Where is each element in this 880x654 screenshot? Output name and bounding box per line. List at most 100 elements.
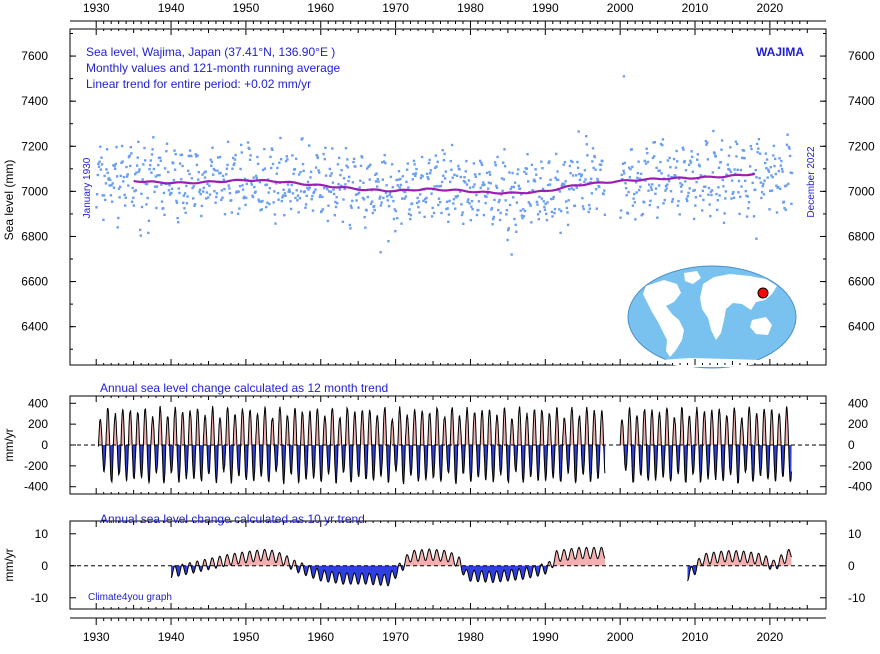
monthly-point: [273, 213, 277, 216]
x-tick-label-bottom: 1930: [83, 630, 110, 644]
monthly-point: [138, 168, 141, 171]
monthly-point: [340, 169, 343, 172]
monthly-point: [517, 168, 520, 171]
monthly-point: [383, 153, 386, 157]
monthly-point: [537, 218, 540, 221]
monthly-point: [624, 187, 628, 190]
monthly-point: [440, 211, 443, 215]
monthly-point: [374, 180, 378, 183]
monthly-point: [401, 197, 404, 200]
monthly-point: [158, 173, 161, 177]
monthly-point: [459, 175, 462, 179]
monthly-point: [131, 186, 134, 190]
monthly-point: [318, 195, 321, 199]
y-tick-label-left: 6400: [21, 320, 48, 334]
monthly-point: [494, 164, 497, 167]
monthly-point: [263, 167, 267, 170]
monthly-point: [232, 163, 235, 167]
monthly-point: [472, 185, 475, 189]
monthly-point: [165, 142, 169, 145]
monthly-point: [499, 211, 502, 215]
monthly-point: [316, 156, 320, 160]
monthly-point: [172, 162, 175, 165]
monthly-point: [417, 205, 420, 209]
monthly-point: [657, 184, 661, 187]
monthly-point: [681, 146, 684, 149]
monthly-point: [764, 161, 767, 165]
monthly-point: [123, 193, 126, 196]
monthly-point: [153, 185, 157, 188]
monthly-point: [152, 136, 155, 139]
monthly-point: [523, 209, 527, 213]
running-average-line: [133, 172, 756, 195]
monthly-point: [97, 165, 101, 168]
ten-year-y-label: mm/yr: [2, 548, 16, 581]
monthly-point: [545, 212, 548, 216]
monthly-point: [720, 148, 723, 151]
monthly-point: [656, 206, 660, 209]
monthly-point: [288, 190, 292, 193]
monthly-point: [337, 183, 340, 186]
monthly-point: [643, 159, 646, 163]
monthly-point: [127, 184, 130, 187]
monthly-point: [313, 190, 316, 193]
ten-year-trend-panel: -10 -10 0 0 10 10 Annual sea level change cal…: [2, 512, 866, 610]
monthly-point: [654, 192, 657, 195]
monthly-point: [399, 177, 402, 181]
monthly-point: [773, 164, 776, 168]
monthly-point: [430, 215, 434, 218]
monthly-point: [694, 196, 698, 199]
monthly-point: [487, 181, 491, 184]
monthly-point: [489, 182, 492, 185]
monthly-point: [435, 184, 439, 188]
monthly-point: [585, 135, 588, 138]
monthly-point: [767, 168, 770, 171]
monthly-point: [750, 147, 753, 151]
monthly-point: [110, 184, 113, 187]
monthly-point: [296, 199, 299, 202]
monthly-point: [104, 198, 107, 202]
monthly-point: [603, 213, 607, 216]
monthly-point: [479, 186, 482, 190]
monthly-point: [137, 170, 141, 173]
monthly-point: [697, 163, 701, 166]
monthly-point: [653, 155, 656, 158]
monthly-point: [754, 168, 757, 172]
monthly-point: [260, 208, 263, 211]
monthly-point: [569, 172, 572, 175]
monthly-point: [491, 223, 494, 226]
monthly-point: [628, 166, 631, 169]
monthly-point: [552, 195, 555, 199]
monthly-point: [187, 154, 190, 158]
monthly-point: [486, 192, 489, 195]
monthly-point: [622, 169, 625, 172]
monthly-point: [755, 176, 758, 179]
monthly-point: [722, 221, 726, 224]
monthly-point: [299, 190, 303, 193]
monthly-point: [540, 197, 544, 200]
monthly-point: [326, 188, 329, 191]
monthly-point: [417, 200, 421, 203]
monthly-point: [785, 143, 789, 146]
monthly-point: [121, 160, 124, 163]
monthly-point: [556, 170, 559, 173]
monthly-point: [149, 163, 152, 167]
monthly-point: [520, 193, 523, 196]
monthly-point: [253, 185, 256, 189]
monthly-point: [270, 166, 273, 170]
monthly-point: [472, 162, 476, 165]
monthly-point: [660, 172, 663, 175]
monthly-point: [735, 142, 739, 146]
monthly-point: [766, 176, 769, 179]
monthly-point: [140, 192, 143, 195]
monthly-point: [155, 206, 158, 210]
monthly-point: [691, 155, 694, 159]
monthly-point: [168, 184, 171, 187]
monthly-point: [268, 202, 271, 206]
monthly-point: [567, 199, 570, 202]
monthly-point: [436, 160, 439, 164]
monthly-point: [558, 208, 561, 211]
monthly-point: [425, 196, 428, 200]
monthly-point: [586, 154, 589, 157]
monthly-point: [252, 176, 255, 179]
